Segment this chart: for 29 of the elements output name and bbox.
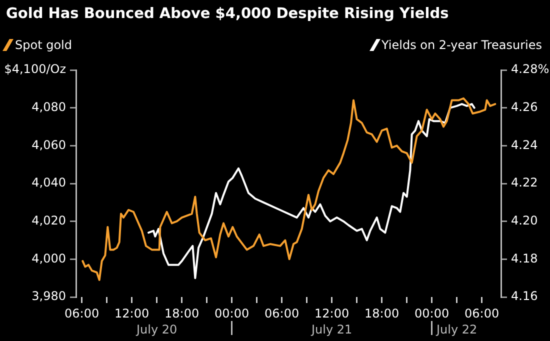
legend-label: Spot gold xyxy=(15,38,72,52)
y2-tick-label: 4.16 xyxy=(511,289,538,304)
y-tick-label: 4,020 xyxy=(32,213,66,228)
x-tick-label: 06:00 xyxy=(464,306,500,320)
y2-tick-label: 4.24 xyxy=(511,138,538,152)
y-tick-label: 4,000 xyxy=(32,251,66,266)
y-tick-label: 4,080 xyxy=(32,100,66,114)
x2-tick-label: July 21 xyxy=(310,322,352,336)
y-tick-label: 3,980 xyxy=(32,289,66,304)
x2-tick-label: July 22 xyxy=(435,322,478,336)
y2-tick-label: 4.20 xyxy=(511,213,538,228)
x-tick-label: 12:00 xyxy=(114,306,150,320)
y2-tick-label: 4.22 xyxy=(511,176,538,190)
x-tick-label: 18:00 xyxy=(364,306,400,320)
x2-tick-label: July 20 xyxy=(135,322,178,336)
chart-title: Gold Has Bounced Above $4,000 Despite Rising Yields xyxy=(6,6,449,22)
x-tick-label: 18:00 xyxy=(164,306,200,320)
x-tick-label: 00:00 xyxy=(414,306,450,320)
y2-tick-label: 4.18 xyxy=(511,251,538,266)
y-tick-label: 4,040 xyxy=(32,176,66,190)
y-tick-label: $4,100/Oz xyxy=(4,62,66,76)
y2-tick-label: 4.26 xyxy=(511,100,538,114)
x-tick-label: 06:00 xyxy=(64,306,100,320)
x-tick-label: 12:00 xyxy=(314,306,350,320)
y2-tick-label: 4.28% xyxy=(511,62,550,76)
legend-label: Yields on 2-year Treasuries xyxy=(382,38,542,52)
x-tick-label: 06:00 xyxy=(264,306,300,320)
y-tick-label: 4,060 xyxy=(32,138,66,152)
x-tick-label: 00:00 xyxy=(214,306,250,320)
